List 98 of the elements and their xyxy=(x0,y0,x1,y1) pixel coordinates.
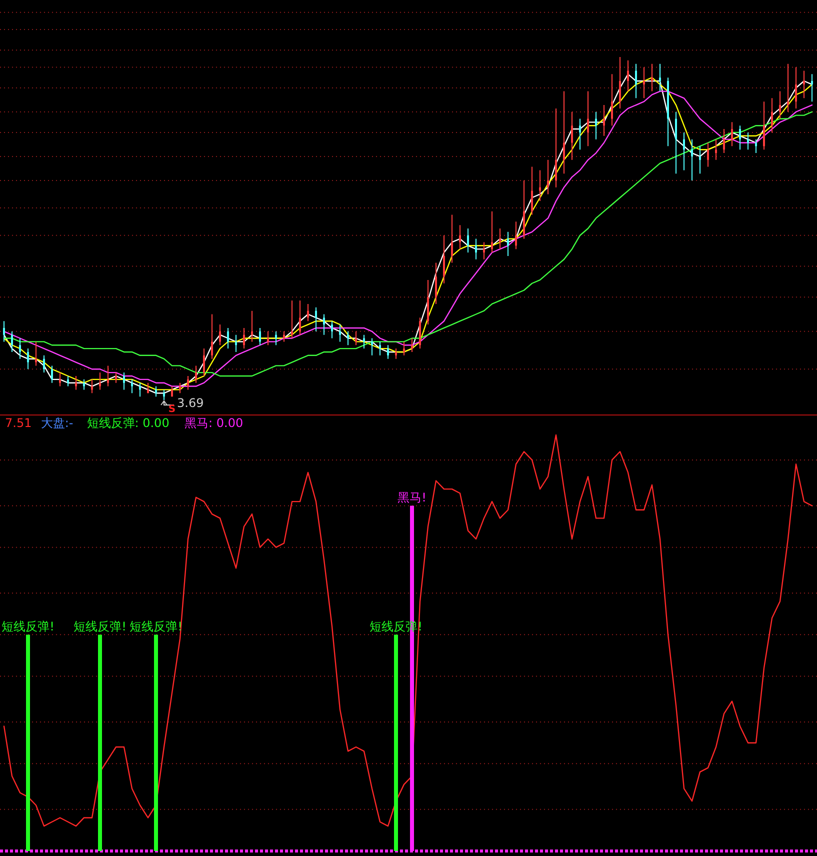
candlestick xyxy=(787,63,789,112)
candlestick xyxy=(83,378,85,390)
candlestick xyxy=(659,63,661,92)
candlestick xyxy=(115,372,117,384)
candlestick xyxy=(571,111,573,160)
candlestick xyxy=(603,104,605,136)
candlestick xyxy=(51,365,53,384)
candlestick xyxy=(371,338,373,356)
candlestick xyxy=(579,118,581,150)
candlestick xyxy=(635,63,637,99)
candlestick xyxy=(243,327,245,350)
text: 短线反弹! xyxy=(130,620,182,634)
candlestick xyxy=(715,138,717,160)
candlestick xyxy=(803,70,805,99)
candlestick xyxy=(75,375,77,390)
candlestick xyxy=(515,221,517,250)
candlestick xyxy=(795,66,797,109)
candlestick xyxy=(331,320,333,339)
candlestick xyxy=(59,372,61,387)
candlestick xyxy=(251,310,253,342)
candlestick xyxy=(411,338,413,352)
candlestick xyxy=(627,60,629,92)
candlestick xyxy=(595,111,597,140)
candlestick xyxy=(707,142,709,168)
candlestick xyxy=(299,300,301,336)
candlestick xyxy=(435,262,437,304)
text: 大盘:- xyxy=(40,416,74,430)
candlestick xyxy=(283,330,285,342)
candlestick xyxy=(259,327,261,346)
candlestick xyxy=(451,214,453,264)
candlestick xyxy=(395,348,397,360)
candlestick xyxy=(187,375,189,390)
candlestick xyxy=(219,324,221,346)
candlestick xyxy=(723,128,725,154)
candlestick xyxy=(315,306,317,332)
annotation: 3.69 xyxy=(177,396,204,410)
candlestick xyxy=(227,327,229,350)
candlestick xyxy=(107,365,109,387)
candlestick xyxy=(307,303,309,322)
candlestick xyxy=(235,334,237,352)
candlestick xyxy=(763,101,765,150)
candlestick xyxy=(3,320,5,342)
candlestick xyxy=(339,324,341,342)
candlestick xyxy=(99,372,101,390)
series-label: 黑马! xyxy=(398,490,426,505)
candlestick xyxy=(675,111,677,174)
candlestick xyxy=(531,166,533,216)
candlestick xyxy=(475,238,477,260)
candlestick xyxy=(507,231,509,256)
candlestick xyxy=(491,210,493,254)
candlestick xyxy=(547,159,549,195)
text: 7.51 xyxy=(5,416,32,430)
candlestick xyxy=(123,372,125,390)
candlestick xyxy=(323,314,325,336)
candlestick xyxy=(379,341,381,356)
candlestick xyxy=(467,228,469,254)
candlestick xyxy=(683,132,685,171)
candlestick xyxy=(779,90,781,120)
candlestick xyxy=(619,56,621,109)
candlestick xyxy=(811,74,813,102)
text: S xyxy=(168,404,176,415)
text: 黑马: 0.00 xyxy=(184,416,244,430)
candlestick xyxy=(731,122,733,147)
candlestick xyxy=(611,74,613,126)
candlestick xyxy=(35,341,37,366)
candlestick xyxy=(563,90,565,174)
candlestick xyxy=(19,338,21,360)
candlestick xyxy=(347,330,349,346)
candlestick xyxy=(459,224,461,250)
candlestick xyxy=(275,330,277,346)
candlestick xyxy=(443,234,445,284)
candlestick xyxy=(691,138,693,181)
candlestick xyxy=(555,108,557,188)
candlestick xyxy=(403,341,405,356)
series-label: 短线反弹! xyxy=(2,620,54,634)
candlestick xyxy=(155,386,157,398)
candlestick xyxy=(483,242,485,260)
candlestick xyxy=(11,330,13,352)
text: 短线反弹: 0.00 xyxy=(86,416,170,430)
candlestick xyxy=(43,354,45,374)
candlestick xyxy=(539,170,541,202)
text: 短线反弹! xyxy=(74,620,126,634)
candlestick xyxy=(643,66,645,99)
candlestick xyxy=(747,132,749,150)
candlestick xyxy=(67,375,69,387)
candlestick xyxy=(211,314,213,360)
candlestick xyxy=(203,348,205,376)
candlestick xyxy=(27,348,29,370)
candlestick xyxy=(387,344,389,360)
candlestick xyxy=(651,63,653,92)
candlestick xyxy=(771,98,773,133)
candlestick xyxy=(131,378,133,394)
candlestick xyxy=(291,300,293,339)
candlestick xyxy=(739,125,741,150)
candlestick xyxy=(163,389,165,400)
candlestick xyxy=(195,365,197,384)
candlestick xyxy=(699,146,701,174)
candlestick xyxy=(587,90,589,147)
